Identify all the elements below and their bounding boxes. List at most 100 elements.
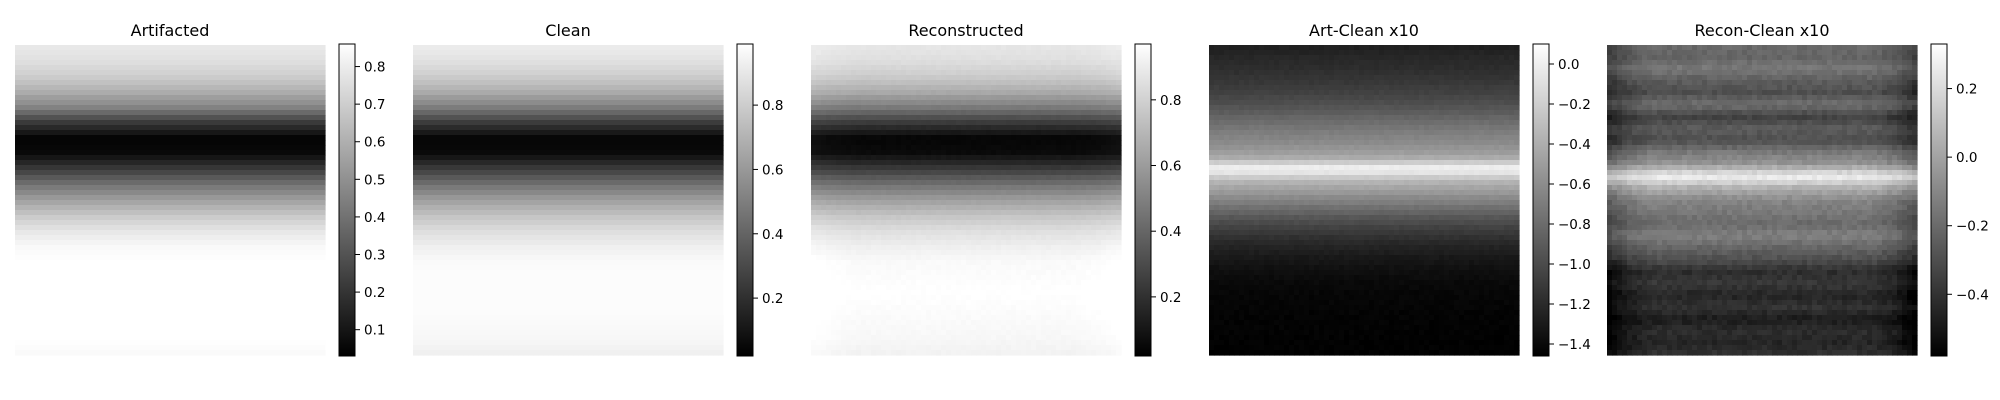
heatmap-cell — [708, 65, 714, 71]
heatmap-cell — [45, 225, 51, 231]
heatmap-cell — [315, 120, 321, 126]
heatmap-cell — [85, 80, 91, 86]
heatmap-cell — [185, 285, 191, 291]
heatmap-cell — [90, 165, 96, 171]
heatmap-cell — [488, 60, 494, 66]
heatmap-cell — [270, 320, 276, 326]
heatmap-cell — [613, 120, 619, 126]
heatmap-cell — [45, 70, 51, 76]
heatmap-cell — [683, 90, 689, 96]
heatmap-cell — [478, 125, 484, 131]
heatmap-cell — [30, 300, 36, 306]
heatmap-cell — [160, 250, 166, 256]
heatmap-cell — [170, 190, 176, 196]
heatmap-cell — [70, 230, 76, 236]
heatmap-cell — [40, 185, 46, 191]
heatmap-cell — [195, 270, 201, 276]
heatmap-cell — [20, 105, 26, 111]
heatmap-cell — [265, 65, 271, 71]
heatmap-cell — [255, 105, 261, 111]
heatmap-cell — [25, 285, 31, 291]
heatmap-cell — [225, 260, 231, 266]
heatmap-cell — [135, 175, 141, 181]
heatmap-cell — [215, 245, 221, 251]
heatmap-cell — [260, 70, 266, 76]
heatmap-cell — [20, 60, 26, 66]
heatmap-cell — [493, 60, 499, 66]
heatmap-cell — [205, 310, 211, 316]
heatmap-cell — [503, 50, 509, 56]
heatmap-cell — [260, 265, 266, 271]
heatmap-cell — [648, 115, 654, 121]
heatmap-cell — [568, 85, 574, 91]
heatmap-cell — [443, 75, 449, 81]
heatmap-cell — [20, 285, 26, 291]
heatmap-cell — [310, 245, 316, 251]
heatmap-cell — [230, 315, 236, 321]
heatmap-cell — [130, 135, 136, 141]
heatmap-cell — [20, 325, 26, 331]
heatmap-cell — [75, 260, 81, 266]
heatmap-cell — [255, 340, 261, 346]
heatmap-cell — [105, 65, 111, 71]
heatmap-cell — [120, 230, 126, 236]
heatmap-cell — [508, 65, 514, 71]
heatmap-cell — [150, 305, 156, 311]
heatmap-cell — [180, 255, 186, 261]
heatmap-cell — [310, 105, 316, 111]
heatmap-cell — [250, 60, 256, 66]
heatmap-cell — [463, 90, 469, 96]
heatmap-cell — [90, 255, 96, 261]
heatmap-cell — [523, 90, 529, 96]
heatmap-cell — [125, 140, 131, 146]
heatmap-cell — [225, 350, 231, 356]
heatmap-cell — [150, 300, 156, 306]
heatmap-cell — [638, 70, 644, 76]
heatmap-cell — [180, 130, 186, 136]
heatmap-cell — [458, 100, 464, 106]
heatmap-cell — [265, 265, 271, 271]
heatmap-cell — [200, 340, 206, 346]
heatmap-cell — [30, 125, 36, 131]
heatmap-cell — [693, 45, 699, 51]
heatmap-cell — [245, 330, 251, 336]
heatmap-cell — [80, 50, 86, 56]
heatmap-cell — [155, 130, 161, 136]
heatmap-cell — [40, 260, 46, 266]
heatmap-cell — [275, 185, 281, 191]
heatmap-cell — [235, 55, 241, 61]
heatmap-cell — [275, 315, 281, 321]
heatmap-cell — [20, 270, 26, 276]
heatmap-cell — [195, 330, 201, 336]
heatmap-cell — [45, 140, 51, 146]
heatmap-cell — [110, 125, 116, 131]
heatmap-cell — [65, 145, 71, 151]
heatmap-cell — [618, 65, 624, 71]
heatmap-cell — [65, 245, 71, 251]
heatmap-cell — [265, 45, 271, 51]
heatmap-cell — [115, 190, 121, 196]
heatmap-cell — [30, 260, 36, 266]
heatmap-cell — [160, 335, 166, 341]
heatmap-cell — [473, 55, 479, 61]
heatmap-cell — [65, 200, 71, 206]
heatmap-cell — [528, 100, 534, 106]
heatmap-cell — [165, 185, 171, 191]
heatmap-cell — [150, 150, 156, 156]
heatmap-cell — [618, 120, 624, 126]
heatmap-cell — [70, 165, 76, 171]
heatmap-cell — [50, 345, 56, 351]
heatmap-cell — [240, 140, 246, 146]
heatmap-cell — [35, 195, 41, 201]
heatmap-cell — [290, 305, 296, 311]
heatmap-cell — [170, 280, 176, 286]
heatmap-cell — [40, 265, 46, 271]
heatmap-cell — [240, 160, 246, 166]
heatmap-cell — [15, 120, 21, 126]
heatmap-cell — [175, 145, 181, 151]
heatmap-cell — [145, 225, 151, 231]
heatmap-cell — [488, 90, 494, 96]
heatmap-cell — [155, 330, 161, 336]
heatmap-cell — [30, 210, 36, 216]
heatmap-cell — [285, 310, 291, 316]
